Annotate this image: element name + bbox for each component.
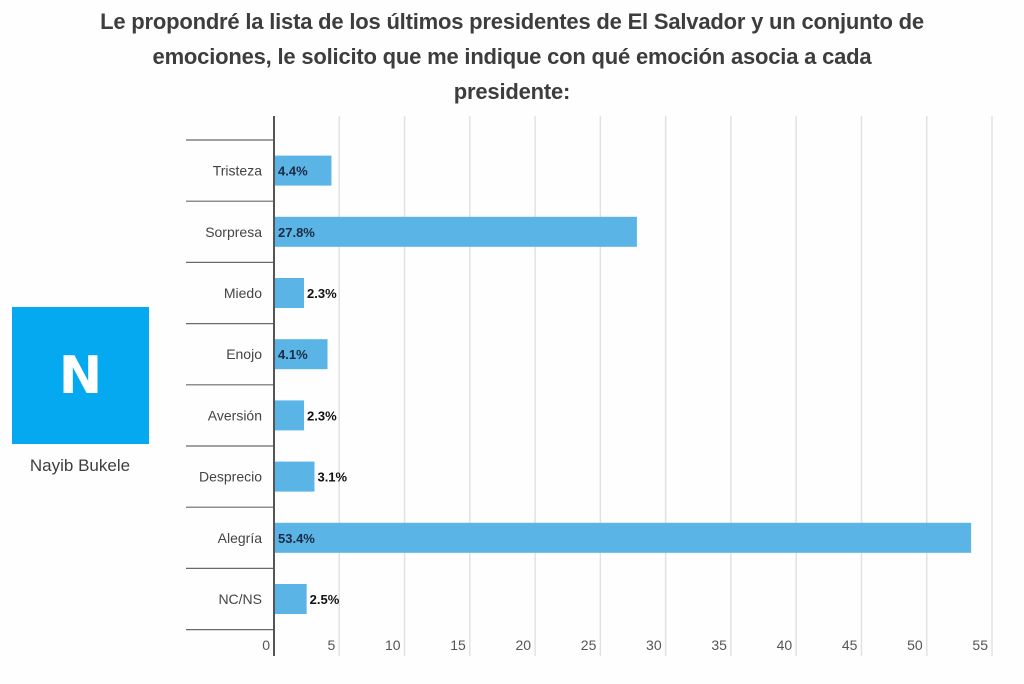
x-tick-label: 5 xyxy=(327,637,335,653)
x-tick-label: 50 xyxy=(907,637,923,653)
category-label: Sorpresa xyxy=(205,224,262,240)
chart-title-line-2: emociones, le solicito que me indique co… xyxy=(152,44,872,69)
x-tick-label: 20 xyxy=(516,637,532,653)
candidate-logo: N xyxy=(12,307,149,444)
chart-title: Le propondré la lista de los últimos pre… xyxy=(0,4,1024,109)
value-label: 4.1% xyxy=(278,347,308,362)
x-tick-label: 0 xyxy=(262,637,270,653)
category-label: Alegría xyxy=(218,530,263,546)
value-label: 2.3% xyxy=(307,286,337,301)
bar-sorpresa xyxy=(274,216,637,247)
value-label: 27.8% xyxy=(278,225,315,240)
value-label: 4.4% xyxy=(278,164,308,179)
x-tick-label: 15 xyxy=(450,637,466,653)
bar-enojo xyxy=(274,339,328,370)
category-label: Tristeza xyxy=(213,163,262,179)
chart-title-line-1: Le propondré la lista de los últimos pre… xyxy=(100,9,924,34)
value-label: 2.5% xyxy=(310,592,340,607)
category-label: NC/NS xyxy=(218,591,262,607)
value-label: 3.1% xyxy=(317,470,347,485)
x-tick-label: 55 xyxy=(972,637,988,653)
bar-miedo xyxy=(274,278,305,308)
category-label: Aversión xyxy=(208,407,262,423)
bar-tristeza xyxy=(274,155,332,186)
value-label: 53.4% xyxy=(278,531,315,546)
x-tick-label: 10 xyxy=(385,637,401,653)
candidate-logo-letter: N xyxy=(58,345,103,406)
bar-nc-ns xyxy=(274,584,307,614)
x-tick-label: 30 xyxy=(646,637,662,653)
bar-aversi-n xyxy=(274,400,305,431)
chart-title-line-3: presidente: xyxy=(453,79,571,104)
x-tick-label: 45 xyxy=(842,637,858,653)
bar-alegr-a xyxy=(274,522,972,553)
category-label: Enojo xyxy=(226,346,262,362)
category-label: Desprecio xyxy=(199,469,262,485)
x-tick-label: 35 xyxy=(711,637,727,653)
x-tick-label: 25 xyxy=(581,637,597,653)
x-tick-label: 40 xyxy=(777,637,793,653)
category-label: Miedo xyxy=(224,285,262,301)
value-label: 2.3% xyxy=(307,408,337,423)
candidate-name: Nayib Bukele xyxy=(29,456,131,475)
bar-desprecio xyxy=(274,461,315,492)
